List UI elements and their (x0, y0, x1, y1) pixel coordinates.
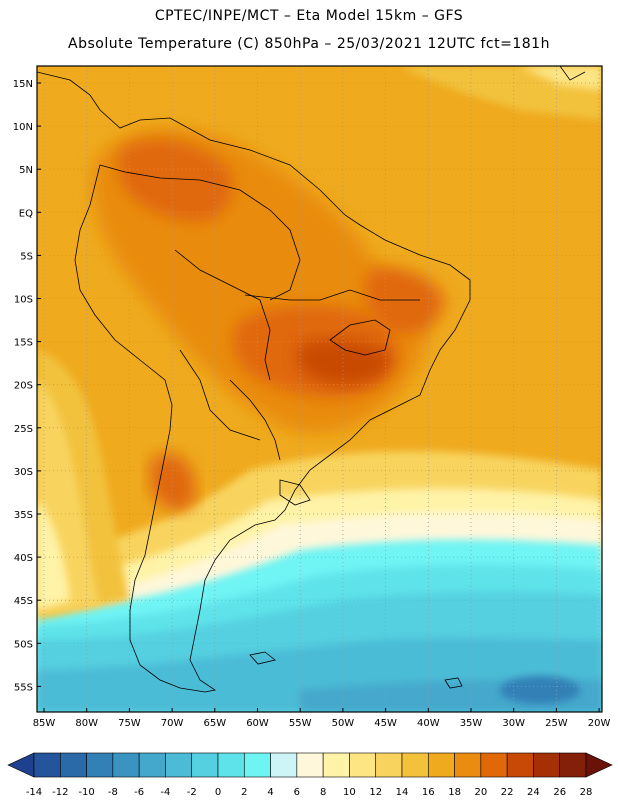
lon-label: 25W (545, 718, 568, 729)
lon-label: 50W (332, 718, 355, 729)
colorbar-label: -4 (160, 787, 170, 798)
colorbar-label: 4 (267, 787, 273, 798)
colorbar-label: 18 (448, 787, 461, 798)
colorbar-label: 28 (580, 787, 593, 798)
lon-label: 30W (502, 718, 525, 729)
colorbar-label: 2 (241, 787, 247, 798)
colorbar-swatch (401, 752, 429, 778)
lat-label: 15S (14, 338, 33, 349)
coastlines-and-borders (37, 66, 586, 693)
colorbar-swatch (506, 752, 534, 778)
colorbar-swatch (349, 752, 377, 778)
lon-label: 65W (203, 718, 226, 729)
lat-label: 50S (14, 639, 33, 650)
colorbar-label: -6 (134, 787, 144, 798)
lat-label: 55S (14, 682, 33, 693)
colorbar-swatch (427, 752, 455, 778)
colorbar-label: 6 (294, 787, 300, 798)
colorbar-labels: -14 -12 -10 -8 -6 -4 -2 0 2 4 6 8 10 12 14 16 18 20 22 24 26… (26, 787, 593, 798)
colorbar-label: 26 (553, 787, 566, 798)
lat-label: 45S (14, 596, 33, 607)
lat-label: 5S (20, 251, 33, 262)
colorbar-label: 14 (396, 787, 409, 798)
colorbar-label: 16 (422, 787, 435, 798)
colorbar-swatch (33, 752, 61, 778)
map-frame (36, 65, 603, 713)
colorbar-low-arrow (7, 752, 35, 778)
lat-label: 25S (14, 424, 33, 435)
colorbar-swatch (86, 752, 114, 778)
colorbar-label: 22 (501, 787, 514, 798)
colorbar-label: 24 (527, 787, 540, 798)
map-title-line-2: Absolute Temperature (C) 850hPa – 25/03/… (68, 36, 550, 52)
lon-label: 35W (460, 718, 483, 729)
colorbar-swatch (165, 752, 193, 778)
lat-label: 10N (13, 122, 33, 133)
colorbar-label: -10 (78, 787, 94, 798)
colorbar-swatch (217, 752, 245, 778)
colorbar-label: 20 (474, 787, 487, 798)
colorbar-swatch (270, 752, 298, 778)
lon-label: 85W (33, 718, 56, 729)
lat-label: EQ (19, 208, 33, 219)
temperature-field (37, 66, 602, 712)
colorbar-swatch (322, 752, 350, 778)
colorbar-swatch (559, 752, 587, 778)
lon-label: 55W (289, 718, 312, 729)
colorbar-swatch (533, 752, 561, 778)
colorbar-swatch (59, 752, 87, 778)
colorbar-swatch (454, 752, 482, 778)
lat-label: 20S (14, 381, 33, 392)
colorbar-label: -2 (187, 787, 197, 798)
colorbar-swatch (138, 752, 166, 778)
colorbar-label: -8 (108, 787, 118, 798)
colorbar-high-arrow (585, 752, 613, 778)
colorbar-label: 12 (369, 787, 382, 798)
lat-label: 40S (14, 553, 33, 564)
colorbar-label: 0 (215, 787, 221, 798)
colorbar-swatch (243, 752, 271, 778)
lon-label: 40W (417, 718, 440, 729)
lat-label: 10S (14, 295, 33, 306)
lon-label: 75W (118, 718, 141, 729)
longitude-labels: 85W 80W 75W 70W 65W 60W 55W 50W 45W 40W 35W 30W 25W 2… (33, 708, 611, 729)
lon-label: 80W (75, 718, 98, 729)
map-title-line-1: CPTEC/INPE/MCT – Eta Model 15km – GFS (154, 8, 464, 24)
lon-label: 60W (246, 718, 269, 729)
lat-label: 30S (14, 467, 33, 478)
colorbar-label: 8 (320, 787, 326, 798)
colorbar-label: -12 (52, 787, 68, 798)
lat-label: 15N (13, 79, 33, 90)
colorbar-swatch (112, 752, 140, 778)
colorbar-label: 10 (343, 787, 356, 798)
lat-label: 5N (19, 165, 33, 176)
latitude-labels: 15N 10N 5N EQ 5S 10S 15S 20S 25S 30S 35S 40S 45S 50S 5… (13, 79, 41, 693)
colorbar-swatch (296, 752, 324, 778)
colorbar-swatch (191, 752, 219, 778)
colorbar-label: -14 (26, 787, 42, 798)
lon-label: 20W (588, 718, 611, 729)
colorbar-swatch (480, 752, 508, 778)
lon-label: 70W (161, 718, 184, 729)
lat-label: 35S (14, 510, 33, 521)
colorbar (7, 752, 613, 778)
lon-label: 45W (374, 718, 397, 729)
colorbar-swatch (375, 752, 403, 778)
